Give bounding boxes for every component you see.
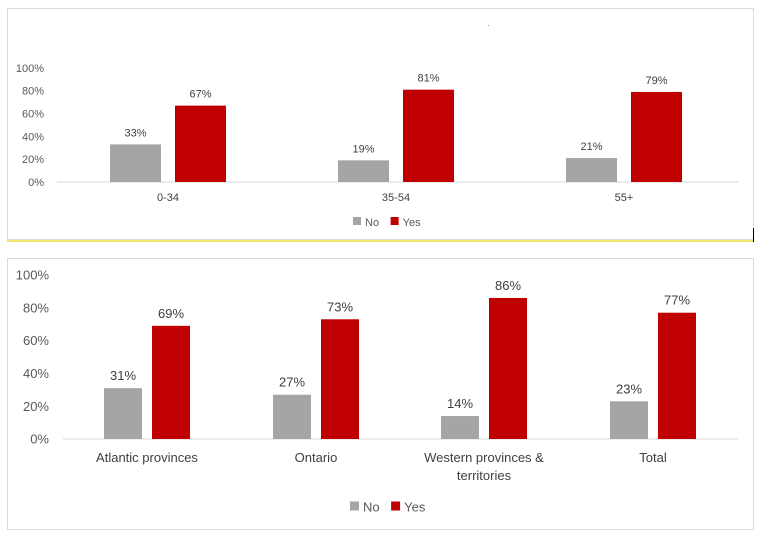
data-label: 23%	[616, 381, 642, 396]
x-tick-label: 35-54	[382, 192, 410, 204]
x-tick-label: Western provinces &	[424, 450, 544, 465]
y-tick-label: 0%	[30, 432, 49, 447]
bar-yes	[403, 89, 454, 182]
data-label: 14%	[447, 396, 473, 411]
x-tick-label: territories	[457, 468, 512, 483]
legend-swatch-no	[353, 217, 361, 225]
bar-yes	[489, 297, 527, 439]
x-tick-label: Ontario	[295, 450, 338, 465]
x-tick-label: 55+	[615, 192, 634, 204]
y-tick-label: 20%	[22, 154, 44, 166]
bar-no	[273, 394, 311, 439]
bar-yes	[152, 325, 190, 439]
legend-swatch-yes	[390, 217, 399, 225]
y-tick-label: 60%	[22, 108, 44, 120]
legend-label-no: No	[365, 217, 379, 229]
bar-yes	[658, 312, 696, 439]
y-tick-label: 0%	[28, 177, 44, 189]
x-tick-label: Atlantic provinces	[96, 450, 198, 465]
y-tick-label: 40%	[22, 131, 44, 143]
data-label: 31%	[110, 368, 136, 383]
bar-yes	[631, 91, 682, 182]
legend-label-no: No	[363, 500, 380, 515]
separator-line	[7, 240, 754, 242]
data-label: 19%	[352, 143, 374, 155]
y-tick-label: 40%	[23, 366, 49, 381]
edge-mark	[753, 228, 754, 242]
bar-no	[610, 401, 648, 439]
chart-panel-age	[7, 8, 754, 240]
y-tick-label: 80%	[23, 300, 49, 315]
y-tick-label: 100%	[16, 63, 44, 75]
x-tick-label: Total	[639, 450, 667, 465]
bar-yes	[175, 105, 226, 182]
bar-no	[104, 388, 142, 439]
bar-no	[110, 144, 161, 182]
data-label: 79%	[645, 75, 667, 87]
y-tick-label: 60%	[23, 333, 49, 348]
x-tick-label: 0-34	[157, 192, 179, 204]
data-label: 21%	[580, 141, 602, 153]
data-label: 27%	[279, 375, 305, 390]
bar-no	[338, 160, 389, 182]
y-tick-label: 20%	[23, 399, 49, 414]
bar-no	[566, 158, 617, 182]
legend-swatch-yes	[391, 501, 401, 511]
legend-label-yes: Yes	[404, 500, 426, 515]
legend-swatch-no	[350, 501, 359, 511]
bar-yes	[321, 319, 359, 439]
y-tick-label: 80%	[22, 86, 44, 98]
stray-dot	[488, 25, 489, 26]
data-label: 33%	[124, 127, 146, 139]
data-label: 69%	[158, 306, 184, 321]
data-label: 73%	[327, 299, 353, 314]
legend-label-yes: Yes	[403, 217, 421, 229]
y-tick-label: 100%	[16, 268, 50, 283]
data-label: 67%	[189, 89, 211, 101]
data-label: 77%	[664, 293, 690, 308]
data-label: 81%	[417, 73, 439, 85]
data-label: 86%	[495, 278, 521, 293]
bar-no	[441, 416, 479, 439]
